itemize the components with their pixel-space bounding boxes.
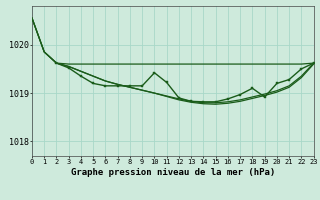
X-axis label: Graphe pression niveau de la mer (hPa): Graphe pression niveau de la mer (hPa) (71, 168, 275, 177)
